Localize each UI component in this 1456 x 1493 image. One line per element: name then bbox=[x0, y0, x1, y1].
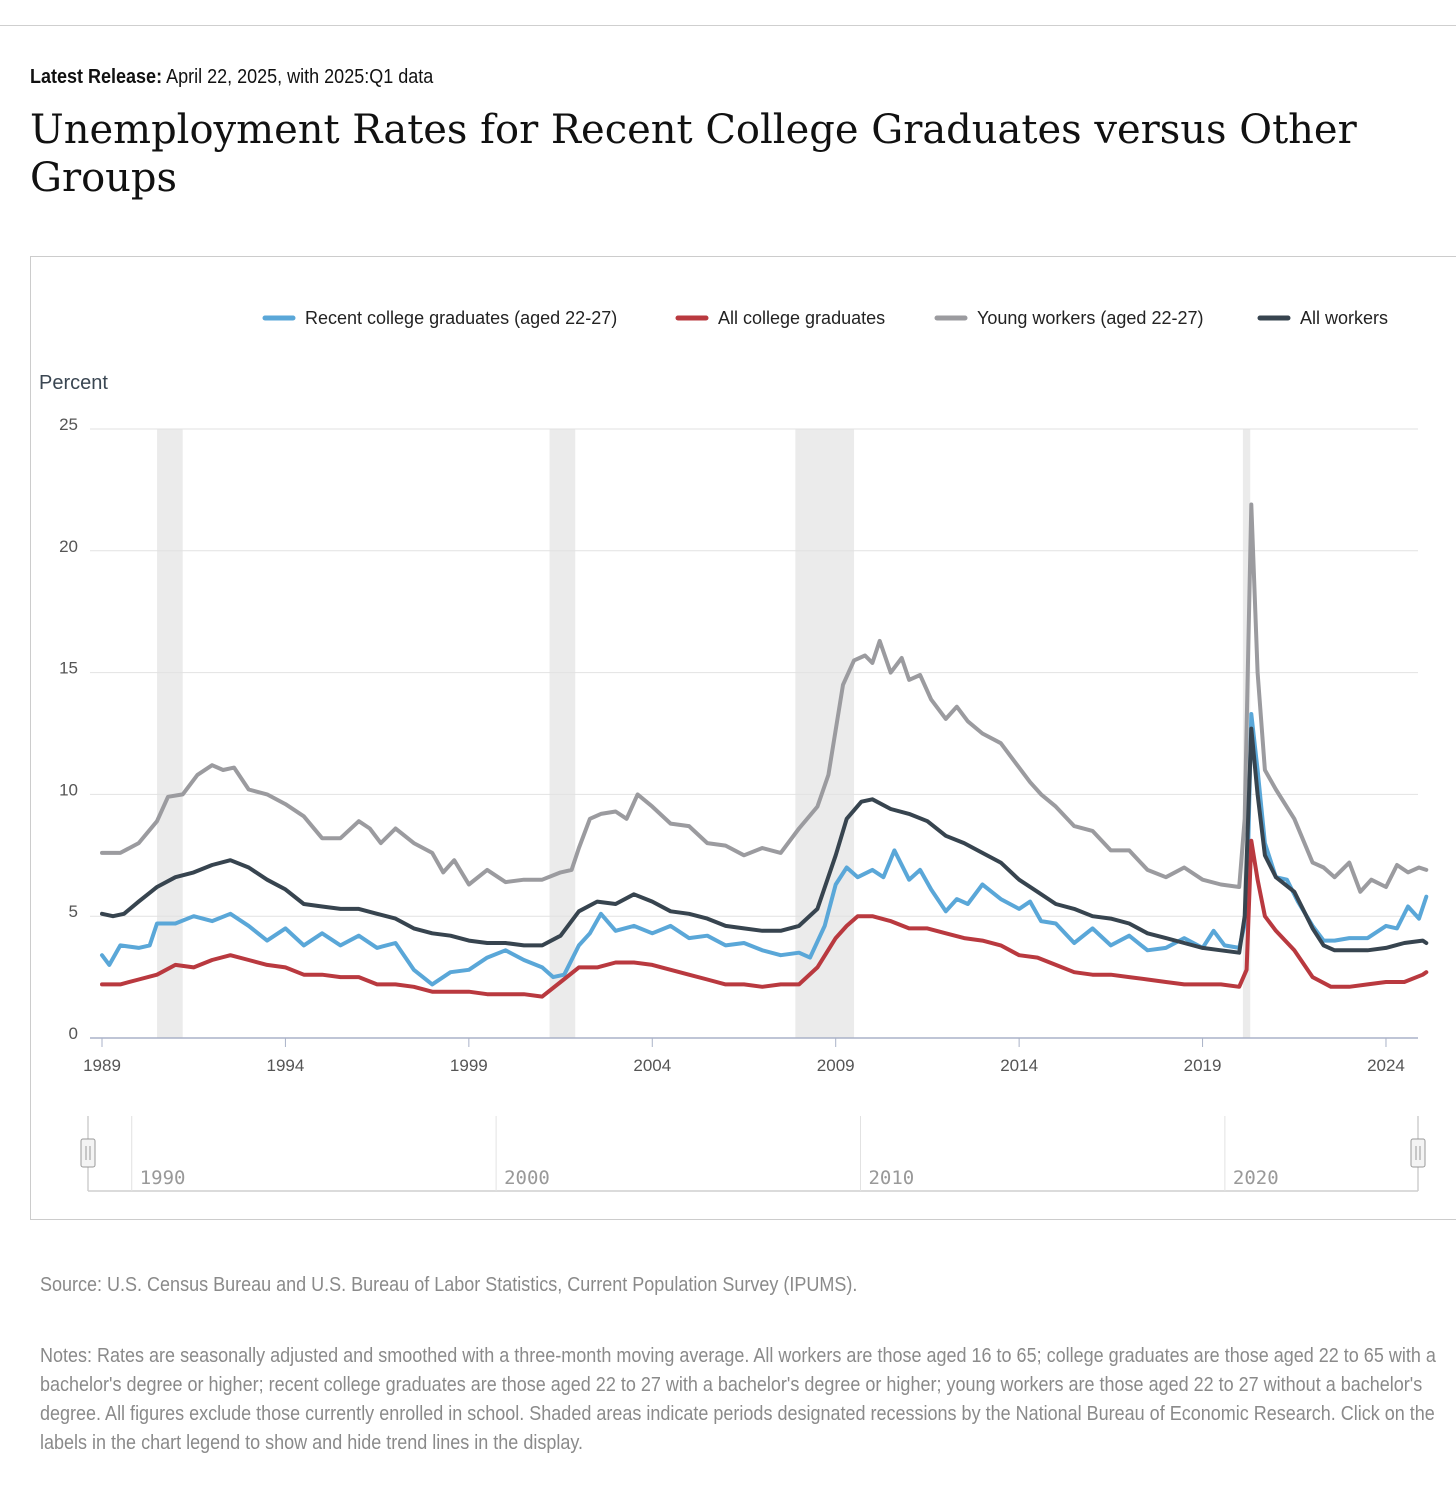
release-label: Latest Release: bbox=[30, 66, 163, 88]
page-title: Unemployment Rates for Recent College Gr… bbox=[30, 107, 1357, 201]
y-tick-label: 0 bbox=[69, 1024, 78, 1043]
legend-label[interactable]: All workers bbox=[1300, 308, 1388, 328]
recession-band-2 bbox=[795, 429, 855, 1038]
x-tick-label: 2004 bbox=[633, 1056, 671, 1075]
x-tick-label: 2024 bbox=[1367, 1056, 1405, 1075]
y-tick-label: 25 bbox=[59, 415, 78, 434]
legend-item-0[interactable]: Recent college graduates (aged 22-27) bbox=[262, 308, 617, 328]
y-axis-title: Percent bbox=[39, 372, 108, 394]
latest-release: Latest Release: April 22, 2025, with 202… bbox=[30, 66, 433, 89]
legend-item-1[interactable]: All college graduates bbox=[675, 308, 885, 328]
navigator-right-handle[interactable] bbox=[1410, 1138, 1426, 1168]
series-line-3 bbox=[100, 726, 1429, 955]
y-tick-label: 10 bbox=[59, 780, 78, 799]
x-tick-label: 2014 bbox=[1000, 1056, 1038, 1075]
y-tick-label: 5 bbox=[69, 902, 78, 921]
x-tick-label: 2019 bbox=[1184, 1056, 1222, 1075]
source-note: Source: U.S. Census Bureau and U.S. Bure… bbox=[40, 1274, 858, 1296]
x-tick-label: 1994 bbox=[267, 1056, 305, 1075]
navigator-left-handle[interactable] bbox=[80, 1138, 96, 1168]
recession-band-0 bbox=[157, 429, 183, 1038]
unemployment-line-chart: 0 5 10 15 20 25 1989 1994 1999 2004 2009 2014 2019 2… bbox=[39, 308, 1429, 1192]
series-line-0 bbox=[100, 712, 1429, 987]
top-divider bbox=[0, 25, 1456, 26]
legend-label[interactable]: Recent college graduates (aged 22-27) bbox=[305, 308, 617, 328]
navigator-label: 1990 bbox=[140, 1167, 186, 1189]
navigator-label: 2020 bbox=[1233, 1167, 1279, 1189]
chart-container bbox=[30, 256, 1456, 1220]
legend-label[interactable]: Young workers (aged 22-27) bbox=[977, 308, 1203, 328]
x-tick-label: 1989 bbox=[83, 1056, 121, 1075]
legend-item-3[interactable]: All workers bbox=[1257, 308, 1388, 328]
series-line-1 bbox=[100, 838, 1429, 999]
handle-body[interactable] bbox=[80, 1138, 96, 1168]
x-tick-label: 1999 bbox=[450, 1056, 488, 1075]
y-tick-label: 15 bbox=[59, 659, 78, 678]
navigator-label: 2010 bbox=[868, 1167, 914, 1189]
legend-label[interactable]: All college graduates bbox=[718, 308, 885, 328]
notes-text: Notes: Rates are seasonally adjusted and… bbox=[40, 1345, 1436, 1454]
series-line-2 bbox=[100, 502, 1429, 894]
x-tick-label: 2009 bbox=[817, 1056, 855, 1075]
legend-item-2[interactable]: Young workers (aged 22-27) bbox=[934, 308, 1203, 328]
handle-body[interactable] bbox=[1410, 1138, 1426, 1168]
navigator-label: 2000 bbox=[504, 1167, 550, 1189]
y-tick-label: 20 bbox=[59, 537, 78, 556]
recession-band-1 bbox=[549, 429, 576, 1038]
release-value: April 22, 2025, with 2025:Q1 data bbox=[166, 66, 434, 88]
